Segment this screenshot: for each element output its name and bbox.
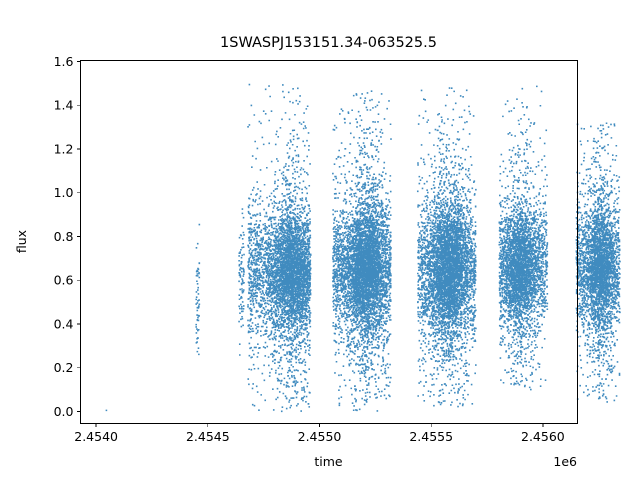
scatter-markers [105, 83, 621, 413]
x-axis-label: time [314, 454, 343, 469]
y-axis-ticks: 0.0 0.2 0.4 0.6 0.8 1.0 1.2 1.4 1.6 [54, 54, 81, 419]
y-tick-label: 1.6 [54, 54, 74, 69]
y-axis-label: flux [14, 230, 29, 253]
x-tick-label: 2.4550 [298, 429, 342, 444]
y-tick-label: 0.6 [54, 273, 74, 288]
x-axis-offset-label: 1e6 [553, 454, 577, 469]
plot-title: 1SWASPJ153151.34-063525.5 [220, 35, 437, 51]
x-axis-ticks: 2.4540 2.4545 2.4550 2.4555 2.4560 [74, 423, 565, 444]
y-tick-label: 1.0 [54, 185, 74, 200]
y-tick-label: 0.8 [54, 229, 74, 244]
y-tick-label: 1.4 [54, 98, 74, 113]
data-points-layer [105, 83, 621, 413]
y-tick-label: 0.4 [54, 316, 74, 331]
y-tick-label: 0.2 [54, 360, 74, 375]
x-tick-label: 2.4555 [409, 429, 453, 444]
x-tick-label: 2.4540 [74, 429, 118, 444]
axes-frame [80, 60, 578, 424]
x-tick-label: 2.4560 [521, 429, 565, 444]
y-tick-label: 1.2 [54, 141, 74, 156]
x-tick-label: 2.4545 [186, 429, 230, 444]
y-tick-label: 0.0 [54, 404, 74, 419]
